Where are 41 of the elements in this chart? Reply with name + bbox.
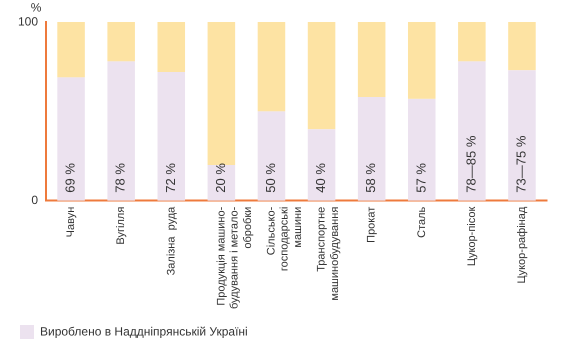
x-tick-label: Прокат [366,206,378,243]
bar [157,22,186,72]
bar [258,111,286,201]
x-tick-label: Цукор-пісок [466,206,478,266]
data-label: 50 % [263,162,278,193]
y-axis-title: % [30,0,42,14]
y-tick-label: 0 [31,193,38,208]
bar [458,61,486,201]
bar [508,70,536,201]
x-tick-label: Чавун [65,206,78,238]
bar [458,22,486,62]
data-label: 69 % [62,162,78,193]
bar [57,77,85,201]
data-label: 73—75 % [514,135,529,193]
bar [408,22,436,99]
x-tick-label: Цукор-рафінад [516,206,528,284]
x-tick-label: Сталь [416,206,428,238]
bar [107,61,135,201]
x-tick-label: Продукція машино- будування і метало- обробки [215,206,254,310]
data-label: 40 % [313,162,328,193]
bar [157,72,186,201]
bar [57,22,85,78]
x-tick-label: Вугілля [115,206,128,245]
y-tick-label: 100 [18,14,38,28]
bar [408,98,436,201]
bar [208,22,236,165]
data-label: 20 % [212,162,228,193]
bar [358,22,386,98]
bar [107,22,135,62]
data-label: 78—85 % [463,135,478,193]
data-label: 58 % [363,162,378,193]
data-label: 57 % [413,162,428,193]
bar [358,97,386,201]
x-tick-label: Залізна руда [165,206,178,276]
bar [508,22,536,70]
data-label: 72 % [162,162,178,193]
bar [308,129,336,201]
data-label: 78 % [112,162,128,193]
bar [308,22,336,130]
legend-label: Вироблено в Наддніпрянській Україні [40,324,248,338]
bar [258,22,286,112]
